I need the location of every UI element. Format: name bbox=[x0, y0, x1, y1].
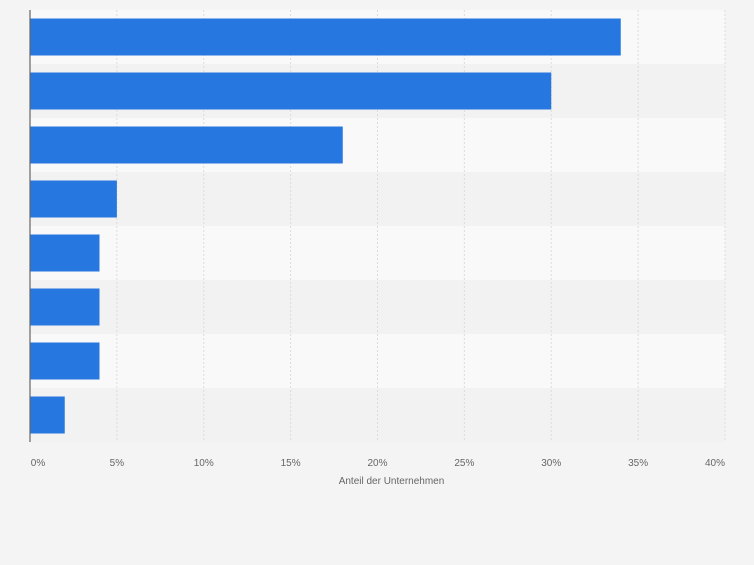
bar[interactable] bbox=[30, 72, 552, 110]
x-tick-label: 15% bbox=[281, 458, 301, 469]
bar[interactable] bbox=[30, 396, 65, 434]
bar[interactable] bbox=[30, 126, 343, 164]
bar[interactable] bbox=[30, 234, 100, 272]
x-tick-labels: 0% 5% 10% 15% 20% 25% 30% 35% 40% bbox=[31, 458, 725, 469]
bar[interactable] bbox=[30, 180, 117, 218]
x-tick-label: 35% bbox=[628, 458, 648, 469]
x-axis-label: Anteil der Unternehmen bbox=[339, 476, 445, 487]
x-tick-label: 25% bbox=[454, 458, 474, 469]
x-tick-label: 0% bbox=[31, 458, 46, 469]
x-tick-label: 30% bbox=[541, 458, 561, 469]
x-tick-label: 40% bbox=[705, 458, 725, 469]
bar[interactable] bbox=[30, 288, 100, 326]
bars bbox=[30, 18, 621, 434]
x-tick-label: 20% bbox=[367, 458, 387, 469]
x-tick-label: 10% bbox=[194, 458, 214, 469]
x-tick-label: 5% bbox=[110, 458, 125, 469]
bar[interactable] bbox=[30, 18, 621, 56]
bar[interactable] bbox=[30, 342, 100, 380]
